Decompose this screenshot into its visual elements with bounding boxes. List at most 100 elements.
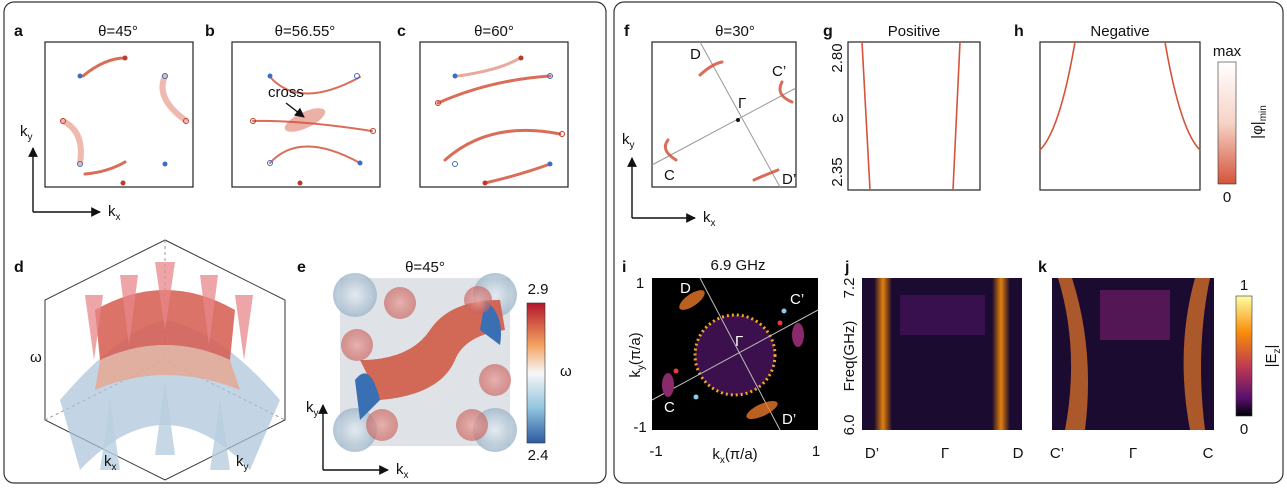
panel-letter: b	[205, 23, 215, 40]
graphic	[1100, 290, 1170, 340]
y-tick-label: 2.35	[829, 157, 846, 186]
graphic	[366, 409, 398, 441]
x-tick-label: D	[1013, 445, 1024, 462]
graphic	[694, 395, 699, 400]
x-tick-label: -1	[649, 443, 662, 460]
graphic	[479, 364, 511, 396]
graphic	[548, 162, 553, 167]
point-label: Γ	[738, 95, 746, 112]
graphic	[333, 273, 377, 317]
axis-label: ω	[832, 109, 844, 126]
colorbar-min: 2.4	[528, 447, 549, 464]
label: kx	[396, 461, 409, 481]
graphic	[163, 162, 168, 167]
y-tick-label: -1	[633, 419, 646, 436]
point-label: C’	[772, 63, 786, 80]
graphic	[782, 309, 787, 314]
plot-frame	[1040, 42, 1200, 190]
colorbar-max: max	[1213, 43, 1242, 60]
point-label: D’	[782, 411, 796, 428]
graphic	[453, 74, 458, 79]
graphic	[235, 295, 253, 360]
label: ky	[306, 399, 319, 419]
panel-letter: k	[1038, 259, 1047, 276]
axis-label-sub: y	[244, 462, 249, 473]
plot-frame	[848, 42, 980, 190]
panel-title: θ=60°	[474, 23, 514, 40]
graphic	[121, 181, 126, 186]
panel-letter: i	[622, 259, 626, 276]
colorbar	[527, 303, 545, 443]
graphic	[736, 118, 740, 122]
graphic	[298, 181, 303, 186]
point-label: C	[664, 399, 675, 416]
panel-title: θ=56.55°	[275, 23, 336, 40]
axis-label-unit: (π/a)	[725, 446, 758, 463]
colorbar-min: 0	[1240, 421, 1248, 438]
point-label: D’	[782, 171, 796, 188]
label: kx	[703, 209, 716, 229]
colorbar-label: ω	[560, 363, 572, 380]
panel-title: Positive	[888, 23, 941, 40]
panel-title: θ=30°	[715, 23, 755, 40]
graphic	[341, 329, 373, 361]
axis-label: Freq(GHz)	[841, 321, 858, 392]
panel-letter: e	[297, 259, 306, 276]
colorbar-max: 2.9	[528, 281, 549, 298]
panel-letter: d	[14, 259, 24, 276]
y-tick-label: 7.2	[841, 278, 858, 299]
axis-label-sub: y	[28, 132, 33, 143]
graphic	[358, 161, 363, 166]
axis-label-sub: x	[112, 462, 117, 473]
colorbar-label: |E	[1263, 354, 1280, 368]
panel-letter: g	[823, 23, 833, 40]
graphic	[662, 373, 674, 397]
colorbar	[1218, 62, 1236, 184]
graphic	[268, 74, 273, 79]
label: ky	[20, 123, 33, 143]
label: ky	[622, 131, 635, 151]
graphic	[123, 56, 128, 61]
y-tick-label: 6.0	[841, 415, 858, 436]
colorbar-label-sub: min	[1258, 105, 1269, 121]
colorbar-max: 1	[1240, 277, 1248, 294]
graphic	[792, 323, 804, 347]
panel-title: Negative	[1090, 23, 1149, 40]
axis-label-sub: x	[116, 212, 121, 223]
y-tick-label: 2.80	[829, 43, 846, 72]
panel-letter: f	[624, 23, 630, 40]
label: |φ|min	[1249, 105, 1269, 139]
point-label: D	[690, 46, 701, 63]
colorbar	[1236, 296, 1252, 416]
panel-letter: j	[844, 259, 849, 276]
graphic	[992, 278, 1010, 430]
graphic	[456, 409, 488, 441]
graphic	[78, 74, 83, 79]
annotation: cross	[268, 84, 304, 101]
colorbar-label-end: |	[1263, 345, 1280, 349]
point-label: Γ	[735, 333, 743, 350]
label: kx(π/a)	[712, 446, 757, 466]
axis-label-sub: y	[314, 408, 319, 419]
panel-letter: c	[397, 23, 406, 40]
x-tick-label: Γ	[941, 445, 949, 462]
panel-letter: a	[14, 23, 23, 40]
x-tick-label: Γ	[1129, 445, 1137, 462]
x-tick-label: C’	[1050, 445, 1064, 462]
y-tick-label: 1	[636, 275, 644, 292]
x-tick-label: D’	[865, 445, 879, 462]
point-label: D	[680, 280, 691, 297]
x-tick-label: C	[1203, 445, 1214, 462]
axis-label-unit: (π/a)	[627, 332, 644, 365]
graphic	[874, 278, 892, 430]
panel-title: θ=45°	[98, 23, 138, 40]
graphic	[674, 369, 679, 374]
label: |Ez|	[1263, 345, 1283, 368]
axis-label: ω	[30, 349, 42, 366]
colorbar-min: 0	[1223, 189, 1231, 206]
graphic	[778, 321, 783, 326]
graphic	[464, 286, 492, 314]
label: ky(π/a)	[627, 332, 647, 377]
axis-label-sub: x	[711, 218, 716, 229]
graphic	[519, 56, 524, 61]
